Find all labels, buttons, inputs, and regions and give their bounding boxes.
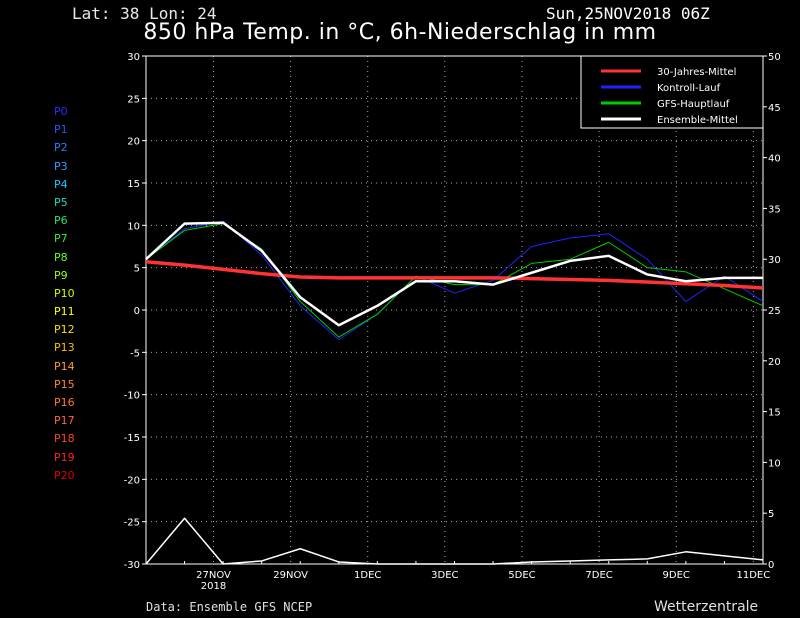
x-tick-label: 5DEC [508,570,535,581]
series-ensemble-mittel-niederschlag [145,517,764,565]
member-label-p9: P9 [54,268,68,282]
member-label-p10: P10 [54,286,75,300]
y-left-tick-label: 10 [127,221,140,232]
y-left-tick-label: 30 [127,52,140,63]
member-label-p12: P12 [54,323,75,337]
x-tick-label: 27NOV [196,570,231,581]
x-tick-label: 29NOV [273,570,308,581]
member-label-p1: P1 [54,123,68,137]
location-label: Lat: 38 Lon: 24 [72,4,217,23]
x-tick-label: 7DEC [585,570,612,581]
member-label-p20: P20 [54,468,75,482]
y-left-tick-label: -20 [124,475,140,486]
y-right-tick-label: 0 [768,560,774,571]
series-30-jahres-mittel [145,259,764,290]
series-ensemble-mittel [145,221,763,327]
x-tick-label: 1DEC [354,570,381,581]
legend-label: 30-Jahres-Mittel [657,67,736,78]
member-label-p6: P6 [54,214,68,228]
plot-frame [145,55,764,565]
y-right-tick-label: 15 [768,408,781,419]
member-label-p3: P3 [54,159,68,173]
y-right-tick-label: 50 [768,52,781,63]
run-time-label: Sun,25NOV2018 06Z [546,4,710,23]
member-label-p13: P13 [54,341,75,355]
y-left-tick-label: -25 [124,518,140,529]
y-right-tick-label: 20 [768,357,781,368]
member-label-p17: P17 [54,414,75,428]
y-right-tick-label: 35 [768,204,781,215]
member-label-p19: P19 [54,450,75,464]
y-left-tick-label: -15 [124,433,140,444]
series-kontroll-lauf [145,220,764,341]
chart-title: 850 hPa Temp. in °C, 6h-Niederschlag in … [143,20,657,45]
legend-label: Ensemble-Mittel [657,115,738,126]
data-source: Data: Ensemble GFS NCEP [146,600,313,614]
y-left-tick-label: -30 [124,560,140,571]
member-label-p11: P11 [54,305,75,319]
y-left-tick-label: -5 [130,348,140,359]
y-right-tick-label: 30 [768,255,781,266]
x-tick-label: 11DEC [736,570,770,581]
member-label-p18: P18 [54,432,75,446]
member-label-p7: P7 [54,232,68,246]
legend-label: GFS-Hauptlauf [657,99,730,110]
member-label-p16: P16 [54,396,75,409]
member-label-p5: P5 [54,195,68,209]
member-label-p8: P8 [54,250,68,264]
legend-box [580,55,764,129]
member-label-p4: P4 [54,177,68,191]
y-left-tick-label: 20 [127,137,140,148]
y-left-tick-label: 5 [134,264,140,275]
y-left-tick-label: -10 [124,391,140,402]
member-label-p14: P14 [54,359,75,373]
y-left-tick-label: 0 [134,306,140,317]
x-tick-label: 3DEC [431,570,458,581]
member-label-p0: P0 [54,105,68,118]
legend-label: Kontroll-Lauf [657,83,721,94]
y-right-tick-label: 40 [768,154,781,165]
member-label-p2: P2 [54,141,68,155]
y-left-tick-label: 15 [127,179,140,190]
y-right-tick-label: 10 [768,458,781,469]
member-label-p15: P15 [54,377,75,391]
x-tick-label: 9DEC [663,570,690,581]
y-right-tick-label: 5 [768,509,774,520]
y-left-tick-label: 25 [127,94,140,105]
ensemble-member-list: P0 P1 P2 P3 P4 P5 P6 P7 P8 P9 P10 P11 P12 P13 P14 P15 P1… [54,103,75,485]
brand-label: Wetterzentrale [654,599,759,615]
y-right-tick-label: 25 [768,306,781,317]
y-right-tick-label: 45 [768,103,781,114]
x-tick-sublabel: 2018 [201,581,226,592]
